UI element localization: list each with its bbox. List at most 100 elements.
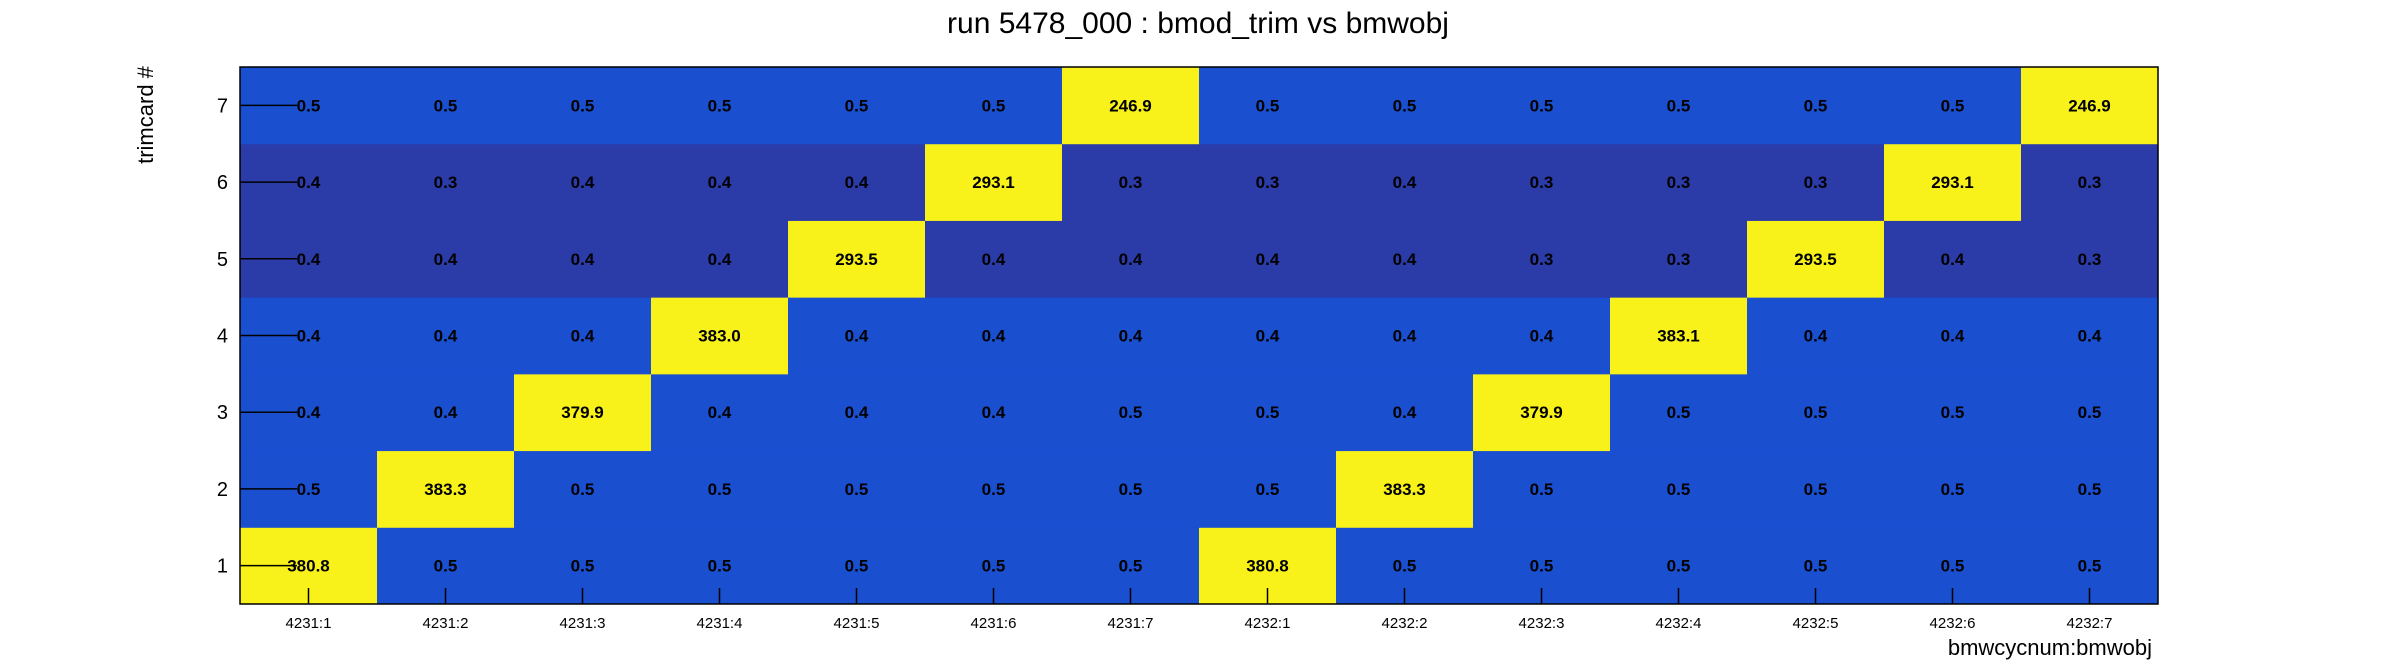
heatmap-cell — [1884, 67, 2022, 145]
cell-value-label: 0.3 — [1667, 250, 1691, 269]
cell-value-label: 0.4 — [297, 173, 321, 192]
cell-value-label: 293.1 — [972, 173, 1015, 192]
chart-title: run 5478_000 : bmod_trim vs bmwobj — [947, 7, 1449, 40]
heatmap-cell — [1336, 220, 1474, 298]
heatmap-cell — [377, 450, 515, 528]
cell-value-label: 0.4 — [1941, 327, 1965, 346]
cell-value-label: 0.5 — [434, 96, 458, 115]
x-tick-label: 4231:1 — [286, 615, 332, 632]
cell-value-label: 0.4 — [708, 173, 732, 192]
cell-value-label: 0.5 — [845, 557, 869, 576]
cell-value-label: 0.4 — [708, 250, 732, 269]
cell-value-label: 0.4 — [708, 403, 732, 422]
cell-value-label: 0.5 — [1530, 96, 1554, 115]
cell-value-label: 0.5 — [297, 480, 321, 499]
cell-value-label: 0.5 — [1667, 96, 1691, 115]
cell-value-label: 0.5 — [1941, 480, 1965, 499]
cell-value-label: 0.5 — [1256, 96, 1280, 115]
heatmap-cell — [377, 220, 515, 298]
cell-value-label: 0.4 — [1119, 250, 1143, 269]
heatmap-cell — [1747, 297, 1885, 375]
cell-value-label: 0.4 — [2078, 327, 2102, 346]
heatmap-cell — [1610, 297, 1748, 375]
heatmap-cell — [1199, 143, 1337, 221]
cell-value-label: 0.3 — [2078, 173, 2102, 192]
y-tick-label: 6 — [217, 172, 228, 194]
y-tick-label: 7 — [217, 95, 228, 117]
heatmap-cell — [514, 450, 652, 528]
y-tick-label: 1 — [217, 556, 228, 578]
heatmap-cell — [2021, 373, 2159, 452]
heatmap-cell — [1747, 143, 1885, 221]
cell-value-label: 0.4 — [845, 327, 869, 346]
heatmap-cell — [1062, 450, 1200, 528]
cell-value-label: 0.4 — [1393, 250, 1417, 269]
y-tick-label: 2 — [217, 479, 228, 501]
heatmap-cell — [1336, 297, 1474, 375]
cell-value-label: 0.4 — [982, 403, 1006, 422]
cell-value-label: 383.1 — [1657, 327, 1700, 346]
x-tick-label: 4231:4 — [697, 615, 743, 632]
heatmap-cell — [651, 220, 789, 298]
heatmap-cell — [1336, 143, 1474, 221]
x-tick-label: 4231:5 — [834, 615, 880, 632]
cell-value-label: 0.4 — [434, 403, 458, 422]
cell-value-label: 0.4 — [297, 250, 321, 269]
heatmap-cell — [1473, 450, 1611, 528]
cell-value-label: 380.8 — [1246, 557, 1289, 576]
heatmap-cell — [1336, 450, 1474, 528]
cell-value-label: 383.0 — [698, 327, 741, 346]
heatmap-cell — [925, 297, 1063, 375]
cell-value-label: 0.4 — [297, 327, 321, 346]
cell-value-label: 293.5 — [835, 250, 878, 269]
heatmap-cell — [377, 143, 515, 221]
heatmap-cell — [514, 143, 652, 221]
cell-value-label: 0.5 — [571, 96, 595, 115]
cell-value-label: 0.3 — [1530, 173, 1554, 192]
heatmap-cell — [377, 67, 515, 145]
heatmap-cell — [377, 373, 515, 452]
cell-value-label: 0.4 — [1530, 327, 1554, 346]
cell-value-label: 293.1 — [1931, 173, 1974, 192]
cell-value-label: 0.5 — [1256, 403, 1280, 422]
cell-value-label: 0.5 — [1393, 96, 1417, 115]
cell-value-label: 0.4 — [297, 403, 321, 422]
heatmap-cell — [1884, 450, 2022, 528]
heatmap-cell — [1336, 373, 1474, 452]
heatmap-cell — [2021, 220, 2159, 298]
cell-value-label: 0.4 — [434, 250, 458, 269]
cell-value-label: 0.4 — [1393, 403, 1417, 422]
heatmap-cell — [651, 373, 789, 452]
cell-value-label: 0.3 — [2078, 250, 2102, 269]
cell-value-label: 0.5 — [845, 96, 869, 115]
heatmap-cell — [1062, 67, 1200, 145]
cell-value-label: 0.5 — [1667, 403, 1691, 422]
cell-value-label: 0.5 — [571, 480, 595, 499]
cell-value-label: 0.4 — [845, 173, 869, 192]
heatmap-cell — [788, 450, 926, 528]
cell-value-label: 0.4 — [1941, 250, 1965, 269]
heatmap-cell — [1199, 373, 1337, 452]
x-axis-title: bmwcycnum:bmwobj — [1948, 635, 2152, 660]
x-tick-label: 4232:4 — [1656, 615, 1702, 632]
cell-value-label: 0.5 — [1804, 480, 1828, 499]
heatmap-cells — [240, 67, 2159, 605]
x-tick-label: 4232:6 — [1930, 615, 1976, 632]
heatmap-cell — [1884, 297, 2022, 375]
cell-value-label: 0.5 — [1119, 480, 1143, 499]
cell-value-label: 383.3 — [1383, 480, 1426, 499]
heatmap-cell — [1062, 143, 1200, 221]
cell-value-label: 0.4 — [982, 250, 1006, 269]
cell-value-label: 0.5 — [1804, 403, 1828, 422]
heatmap-cell — [1199, 67, 1337, 145]
cell-value-label: 0.4 — [1256, 327, 1280, 346]
heatmap-cell — [1884, 373, 2022, 452]
cell-value-label: 0.4 — [571, 173, 595, 192]
heatmap-cell — [788, 143, 926, 221]
cell-value-label: 379.9 — [561, 403, 604, 422]
cell-value-label: 0.4 — [1119, 327, 1143, 346]
y-tick-label: 4 — [217, 326, 228, 348]
cell-value-label: 246.9 — [2068, 96, 2111, 115]
heatmap-cell — [1747, 67, 1885, 145]
